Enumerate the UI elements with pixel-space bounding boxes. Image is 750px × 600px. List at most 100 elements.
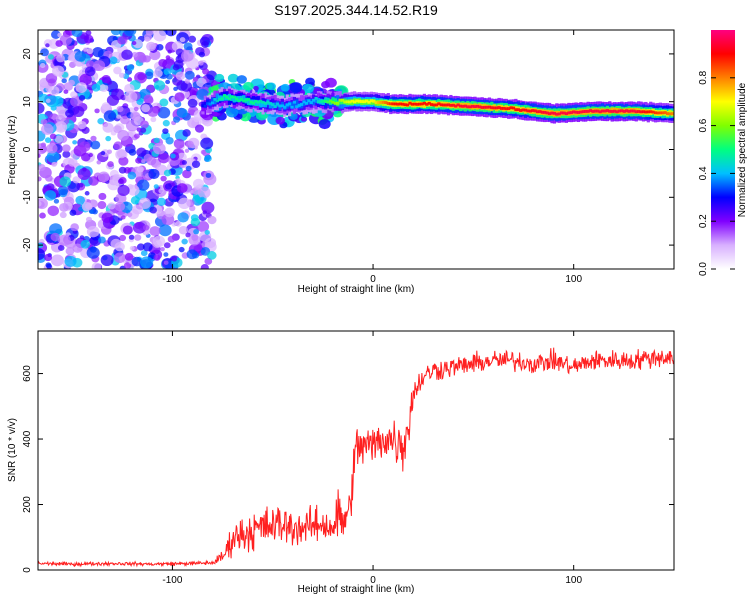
spectrogram-noise-blob bbox=[119, 234, 127, 242]
spectrogram-noise-blob bbox=[38, 198, 48, 210]
spectrogram-transition-blob bbox=[302, 83, 314, 94]
spectrogram-ridge-cell bbox=[389, 102, 393, 106]
spectrogram-ridge-cell bbox=[324, 99, 328, 103]
spectrogram-ridge-cell bbox=[622, 109, 626, 113]
spectrogram-ridge-cell bbox=[247, 99, 251, 105]
spectrogram-noise-blob bbox=[44, 137, 52, 143]
spectrogram-noise-blob bbox=[157, 106, 171, 119]
spectrogram-ridge-cell bbox=[203, 104, 207, 108]
spectrogram-ridge-cell bbox=[538, 110, 542, 114]
spectrogram-ridge-cell bbox=[557, 112, 561, 116]
spectrogram-noise-blob bbox=[142, 224, 150, 231]
spectrogram-noise-blob bbox=[120, 215, 126, 220]
spectrogram-ridge-cell bbox=[644, 110, 648, 114]
spectrogram-transition-blob bbox=[325, 77, 337, 88]
spectrogram-ridge-cell bbox=[338, 98, 342, 102]
spectrogram-ridge-cell bbox=[381, 100, 386, 104]
spectrogram-ridge-cell bbox=[271, 103, 275, 107]
spectrogram-ridge-cell bbox=[213, 98, 217, 105]
spectrogram-ridge-cell bbox=[215, 99, 219, 103]
spectrogram-ridge-cell bbox=[331, 100, 335, 104]
spectrogram-noise-blob bbox=[91, 83, 101, 92]
snr-panel: -100 0 100 0 200 400 600 Height of straight li… bbox=[7, 330, 675, 595]
spectrogram-noise-blob bbox=[98, 236, 106, 244]
spectrogram-noise-blob bbox=[72, 140, 78, 145]
spectrogram-ridge-cell bbox=[670, 112, 674, 116]
spectrogram-noise-blob bbox=[46, 143, 58, 154]
spectrogram-noise-blob bbox=[188, 234, 201, 246]
spectrogram-noise-blob bbox=[113, 66, 122, 75]
spectrogram-noise-blob bbox=[41, 123, 54, 135]
snr-ytick-label: 400 bbox=[22, 430, 33, 447]
spectrogram-noise-blob bbox=[185, 140, 194, 149]
spectrogram-noise-blob bbox=[172, 64, 180, 71]
spectrogram-ridge-cell bbox=[307, 99, 311, 103]
spectrogram-ridge-cell bbox=[333, 102, 337, 105]
spectrogram-noise-blob bbox=[58, 234, 71, 246]
spectrogram-ridge-cell bbox=[340, 98, 345, 102]
spectrogram-noise-blob bbox=[170, 153, 176, 159]
spectrogram-ridge-cell bbox=[492, 106, 496, 110]
spectrogram-noise-blob bbox=[176, 107, 188, 118]
spectrogram-noise-blob bbox=[132, 221, 146, 234]
colorbar-gradient-bar bbox=[711, 30, 735, 269]
spectrogram-noise-blob bbox=[128, 148, 137, 156]
spectrogram-noise-blob bbox=[141, 104, 151, 113]
spectrogram-noise-blob bbox=[65, 247, 75, 256]
spectrogram-noise-blob bbox=[70, 91, 78, 98]
spectrogram-ridge-cell bbox=[521, 108, 525, 112]
spectrogram-ridge-cell bbox=[237, 99, 241, 103]
colorbar-ticks: 0.0 0.2 0.4 0.6 0.8 bbox=[698, 70, 735, 276]
spectrogram-ridge-cell bbox=[615, 110, 619, 114]
snr-ytick-label: 600 bbox=[22, 365, 33, 382]
spectrogram-ridge-cell bbox=[259, 99, 263, 103]
spectrogram-noise-blob bbox=[156, 44, 164, 51]
spectrogram-xtick-label: 100 bbox=[565, 274, 582, 285]
spectrogram-noise-blob bbox=[61, 78, 67, 84]
spectrogram-ridge-cell bbox=[637, 110, 641, 113]
spectrogram-noise-blob bbox=[157, 152, 170, 164]
snr-xlabel: Height of straight line (km) bbox=[298, 584, 415, 595]
spectrogram-ridge-cell bbox=[422, 102, 427, 108]
spectrogram-ridge-cell bbox=[446, 103, 451, 107]
spectrogram-noise-blob bbox=[99, 83, 109, 92]
spectrogram-noise-blob bbox=[101, 102, 111, 110]
spectrogram-noise-blob bbox=[50, 232, 60, 242]
spectrogram-ridge-cell bbox=[210, 97, 215, 104]
spectrogram-ridge-cell bbox=[261, 100, 265, 104]
spectrogram-ridge-cell bbox=[649, 110, 653, 114]
colorbar-tick-label: 0.6 bbox=[698, 118, 709, 132]
spectrogram-ridge-cell bbox=[550, 111, 554, 115]
spectrogram-noise-blob bbox=[158, 224, 172, 237]
spectrogram-noise-blob bbox=[38, 102, 45, 114]
spectrogram-ridge-cell bbox=[639, 110, 643, 114]
spectrogram-noise-blob bbox=[197, 186, 211, 199]
spectrogram-ridge-cell bbox=[641, 110, 646, 114]
spectrogram-noise-blob bbox=[55, 40, 63, 47]
spectrogram-noise-blob bbox=[150, 116, 157, 123]
spectrogram-noise-blob bbox=[183, 42, 193, 51]
spectrogram-ridge-cell bbox=[280, 104, 284, 108]
spectrogram-noise-blob bbox=[78, 206, 84, 212]
spectrogram-noise-blob bbox=[78, 183, 84, 188]
spectrogram-ridge-cell bbox=[473, 105, 477, 109]
spectrogram-ridge-cell bbox=[275, 102, 280, 106]
spectrogram-noise-blob bbox=[74, 51, 87, 62]
spectrogram-ridge-cell bbox=[348, 100, 352, 104]
spectrogram-noise-blob bbox=[62, 150, 71, 158]
spectrogram-ytick-label: 10 bbox=[22, 96, 33, 108]
chart-title: S197.2025.344.14.52.R19 bbox=[274, 2, 438, 18]
spectrogram-ridge-cell bbox=[576, 111, 581, 114]
spectrogram-noise-blob bbox=[44, 253, 53, 262]
spectrogram-noise-blob bbox=[201, 40, 209, 48]
spectrogram-noise-blob bbox=[190, 217, 201, 227]
spectrogram-noise-blob bbox=[198, 51, 206, 58]
spectrogram-noise-blob bbox=[106, 149, 112, 155]
snr-ylabel: SNR (10 * v/v) bbox=[7, 418, 18, 482]
spectrogram-noise-blob bbox=[100, 254, 114, 267]
spectrogram-ridge-cell bbox=[410, 102, 414, 106]
spectrogram-noise-blob bbox=[152, 142, 166, 155]
spectrogram-noise-blob bbox=[143, 94, 153, 104]
spectrogram-noise-blob bbox=[56, 54, 65, 63]
spectrogram-ridge-cell bbox=[206, 102, 210, 106]
